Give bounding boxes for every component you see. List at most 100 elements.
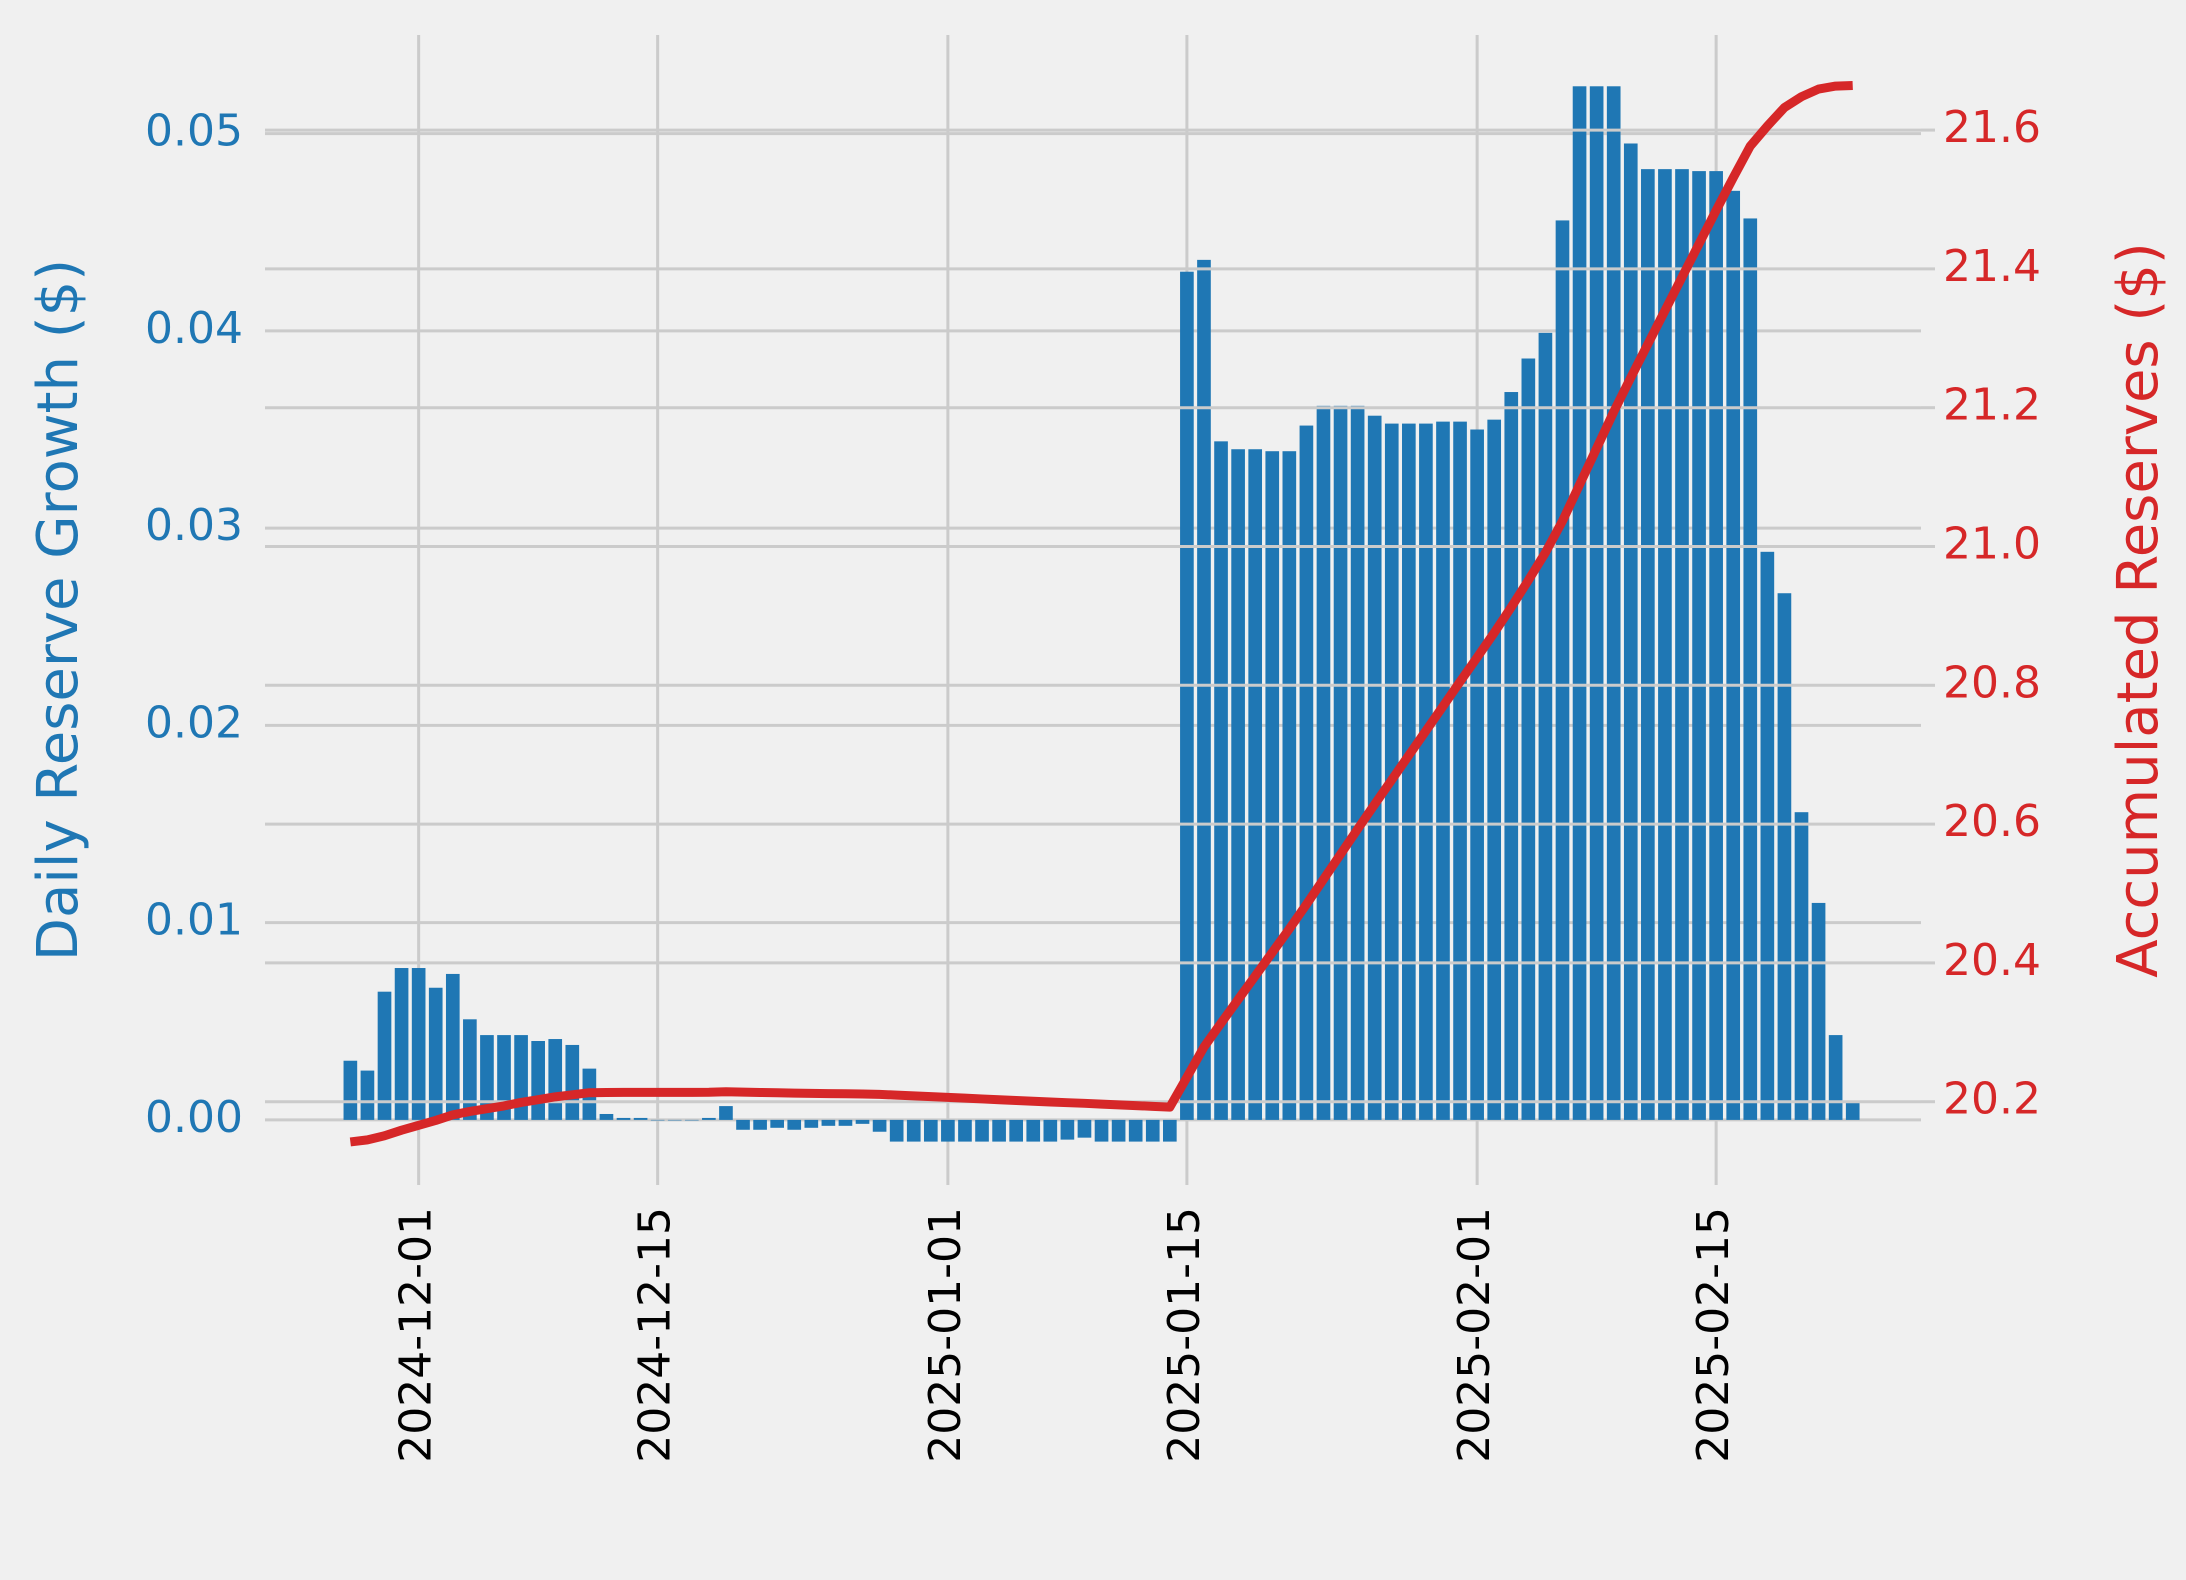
bar xyxy=(1145,1119,1160,1142)
bar xyxy=(565,1044,580,1120)
bar xyxy=(377,991,392,1120)
bar xyxy=(787,1119,802,1130)
bar xyxy=(548,1039,563,1120)
x-tick-label: 2025-02-01 xyxy=(1449,1207,1500,1463)
bar xyxy=(1828,1035,1843,1120)
bar xyxy=(906,1119,921,1142)
bar xyxy=(1231,449,1245,1120)
bar xyxy=(1299,425,1314,1120)
bar xyxy=(1811,902,1826,1120)
bar xyxy=(855,1119,870,1124)
bar xyxy=(923,1119,938,1142)
bar xyxy=(753,1119,767,1130)
bar xyxy=(992,1119,1006,1142)
bar xyxy=(1077,1119,1092,1138)
bar xyxy=(1043,1119,1058,1142)
bar xyxy=(736,1119,750,1130)
y-tick-label: 0.00 xyxy=(145,1092,243,1143)
bar xyxy=(975,1119,989,1142)
bar xyxy=(804,1119,819,1128)
y-tick-label: 0.03 xyxy=(145,500,243,551)
bar xyxy=(1402,423,1416,1120)
bars xyxy=(343,86,1860,1142)
bar xyxy=(1419,423,1433,1120)
bar xyxy=(889,1119,904,1142)
bar xyxy=(1743,218,1758,1120)
bar xyxy=(1026,1119,1041,1142)
bar xyxy=(1214,441,1228,1120)
bar xyxy=(702,1117,716,1120)
bar xyxy=(719,1106,733,1120)
bar xyxy=(1555,220,1570,1120)
bar xyxy=(411,968,426,1120)
bar xyxy=(1453,421,1467,1120)
bar xyxy=(1060,1119,1075,1140)
bar xyxy=(394,968,409,1120)
bar xyxy=(1726,190,1741,1120)
bar xyxy=(1180,271,1194,1120)
x-tick-label: 2025-02-15 xyxy=(1688,1207,1739,1463)
y2-tick-label: 20.4 xyxy=(1943,935,2041,986)
bar xyxy=(1538,332,1553,1120)
x-tick-label: 2024-12-01 xyxy=(391,1207,442,1463)
y2-tick-label: 20.6 xyxy=(1943,796,2041,847)
y2-tick-label: 20.2 xyxy=(1943,1074,2041,1125)
bar xyxy=(1777,593,1792,1120)
labels: Daily Reserve Growth ($) Accumulated Res… xyxy=(26,102,2171,1463)
bar xyxy=(531,1041,545,1120)
bar xyxy=(1316,405,1331,1120)
bar xyxy=(1845,1102,1860,1120)
bar xyxy=(667,1119,682,1121)
bar xyxy=(1333,405,1348,1120)
bar xyxy=(1009,1119,1024,1142)
bar xyxy=(616,1117,631,1120)
x-tick-label: 2024-12-15 xyxy=(630,1207,681,1463)
bar xyxy=(1436,421,1450,1120)
bar xyxy=(480,1035,494,1120)
bar xyxy=(1521,358,1536,1120)
y2-tick-label: 21.6 xyxy=(1943,102,2041,153)
bar xyxy=(1128,1119,1143,1142)
y-tick-label: 0.01 xyxy=(145,895,243,946)
bar xyxy=(1504,392,1519,1120)
y-axis-label: Daily Reserve Growth ($) xyxy=(26,259,91,961)
bar xyxy=(1282,451,1297,1120)
y2-tick-label: 21.4 xyxy=(1943,241,2041,292)
bar xyxy=(463,1019,477,1120)
bar xyxy=(1470,429,1484,1120)
x-tick-label: 2025-01-15 xyxy=(1159,1207,1210,1463)
bar xyxy=(1623,143,1638,1120)
bar xyxy=(599,1113,614,1120)
bar xyxy=(1794,812,1809,1120)
bar xyxy=(497,1035,511,1120)
y2-axis-label: Accumulated Reserves ($) xyxy=(2106,242,2171,977)
bar xyxy=(1760,551,1775,1120)
bar xyxy=(1265,451,1280,1120)
bar xyxy=(1384,423,1399,1120)
y-tick-label: 0.04 xyxy=(145,303,243,354)
bar xyxy=(684,1119,699,1121)
bar xyxy=(1094,1119,1109,1142)
bar xyxy=(838,1119,853,1126)
bar xyxy=(821,1119,836,1126)
bar xyxy=(1606,86,1621,1120)
bar xyxy=(1487,419,1502,1120)
bar xyxy=(1692,171,1706,1120)
y2-tick-label: 20.8 xyxy=(1943,657,2041,708)
bar xyxy=(1589,86,1604,1120)
under-layer xyxy=(265,35,1921,1185)
bar xyxy=(1709,171,1723,1120)
bar xyxy=(941,1119,955,1142)
x-tick-label: 2025-01-01 xyxy=(920,1207,971,1463)
bar xyxy=(650,1119,665,1121)
bar xyxy=(445,973,460,1120)
bar xyxy=(872,1119,887,1132)
bar xyxy=(1572,86,1587,1120)
line xyxy=(349,80,1853,1147)
y2-tick-label: 21.0 xyxy=(1943,518,2041,569)
y-tick-label: 0.05 xyxy=(145,106,243,157)
bar xyxy=(428,987,443,1120)
bar xyxy=(360,1070,375,1120)
